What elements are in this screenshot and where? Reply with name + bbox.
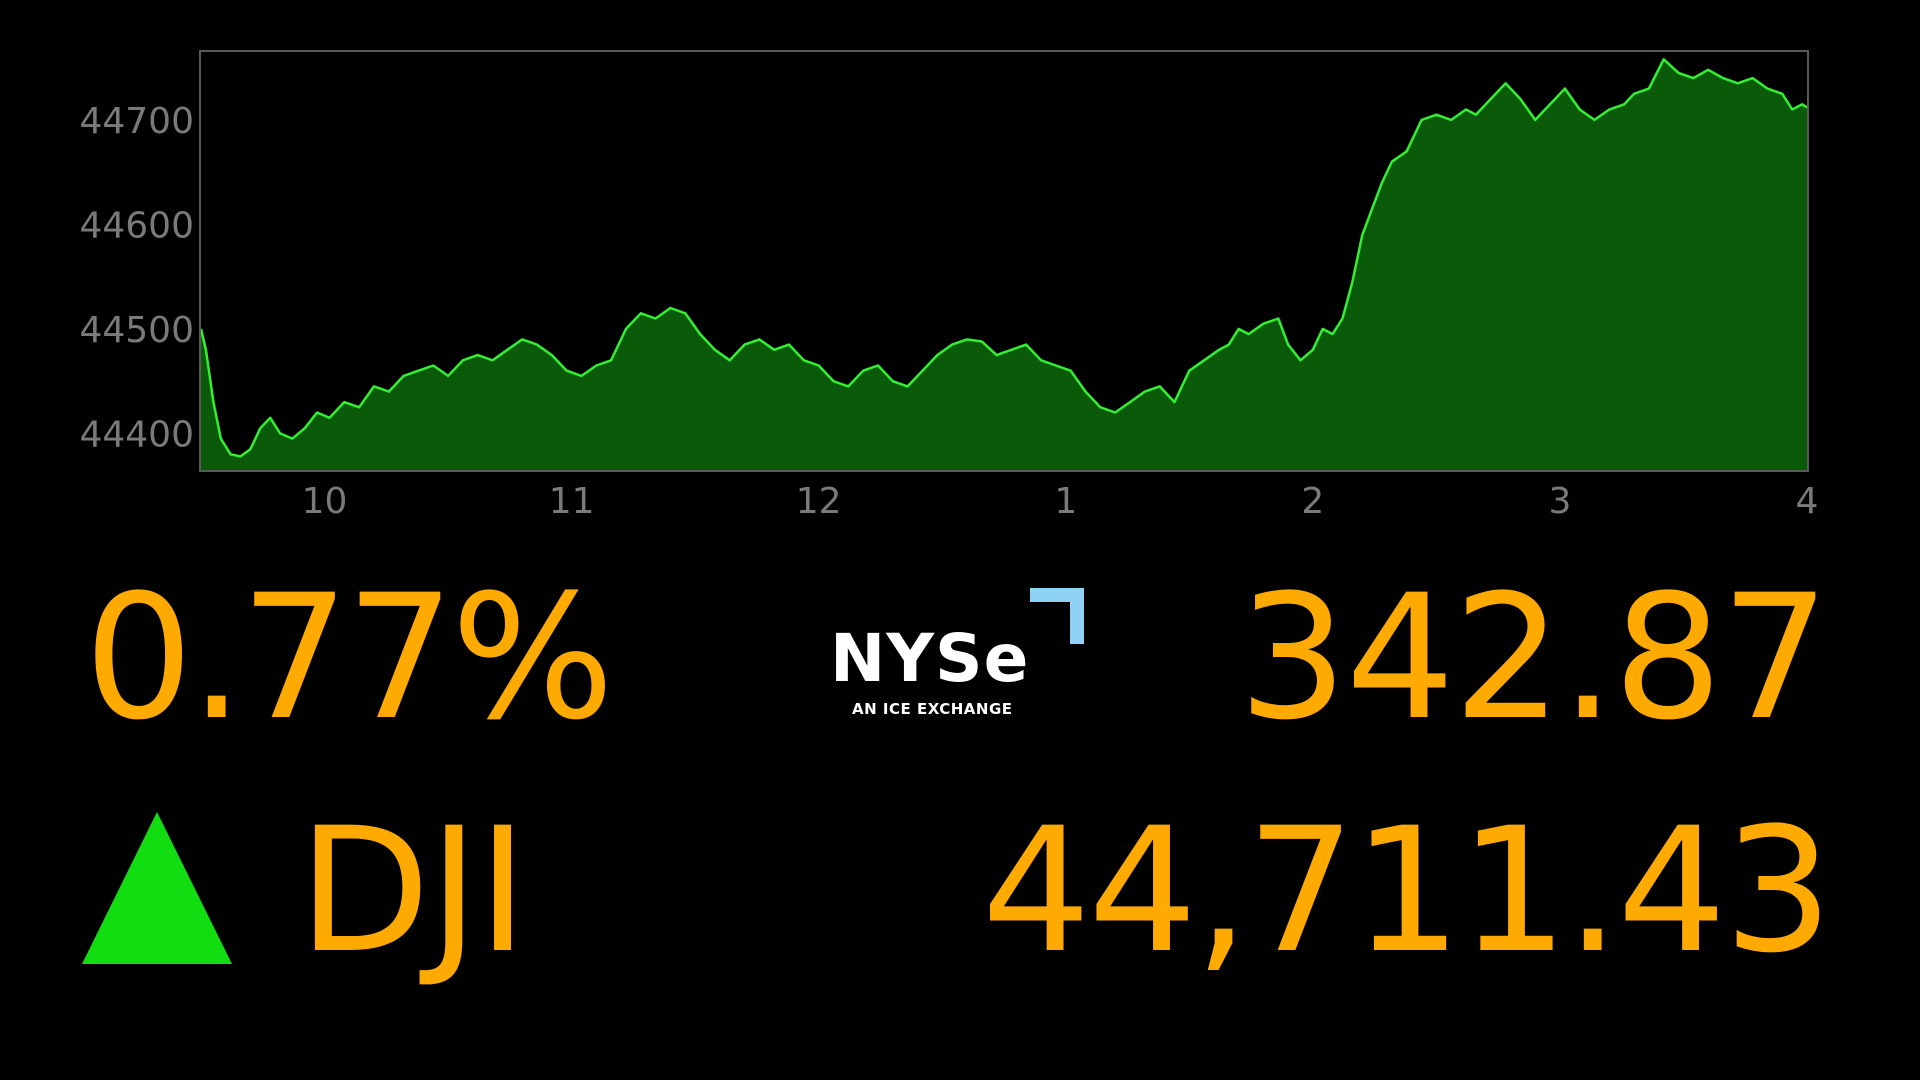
x-tick-label: 2: [1301, 481, 1324, 522]
y-tick-label: 44600: [79, 205, 194, 246]
x-tick-label: 4: [1796, 481, 1819, 522]
series-area: [201, 59, 1807, 471]
y-tick-label: 44500: [79, 310, 194, 351]
x-tick-label: 1: [1054, 481, 1077, 522]
y-tick-label: 44700: [79, 101, 194, 142]
up-arrow-icon: [82, 812, 232, 964]
x-axis: 10 11 12 1 2 3 4: [302, 481, 1819, 522]
chart-frame: [199, 50, 1809, 472]
index-price: 44,711.43: [981, 790, 1833, 991]
x-tick-label: 10: [302, 481, 348, 522]
percent-change: 0.77%: [84, 557, 614, 758]
logo-tagline: AN ICE EXCHANGE: [852, 700, 1013, 718]
nyse-logo: NYSe AN ICE EXCHANGE: [826, 586, 1086, 726]
ticker-symbol: DJI: [298, 790, 528, 991]
x-tick-label: 12: [796, 481, 842, 522]
x-tick-label: 3: [1548, 481, 1571, 522]
plot-area: [199, 58, 1808, 471]
logo-wordmark: NYSe: [830, 620, 1030, 697]
series-line: [199, 58, 1808, 458]
point-change: 342.87: [1238, 557, 1830, 758]
y-tick-label: 44400: [79, 414, 194, 455]
logo-corner-icon: [1030, 588, 1084, 644]
y-axis: 44700 44600 44500 44400: [79, 101, 194, 456]
x-tick-label: 11: [549, 481, 595, 522]
